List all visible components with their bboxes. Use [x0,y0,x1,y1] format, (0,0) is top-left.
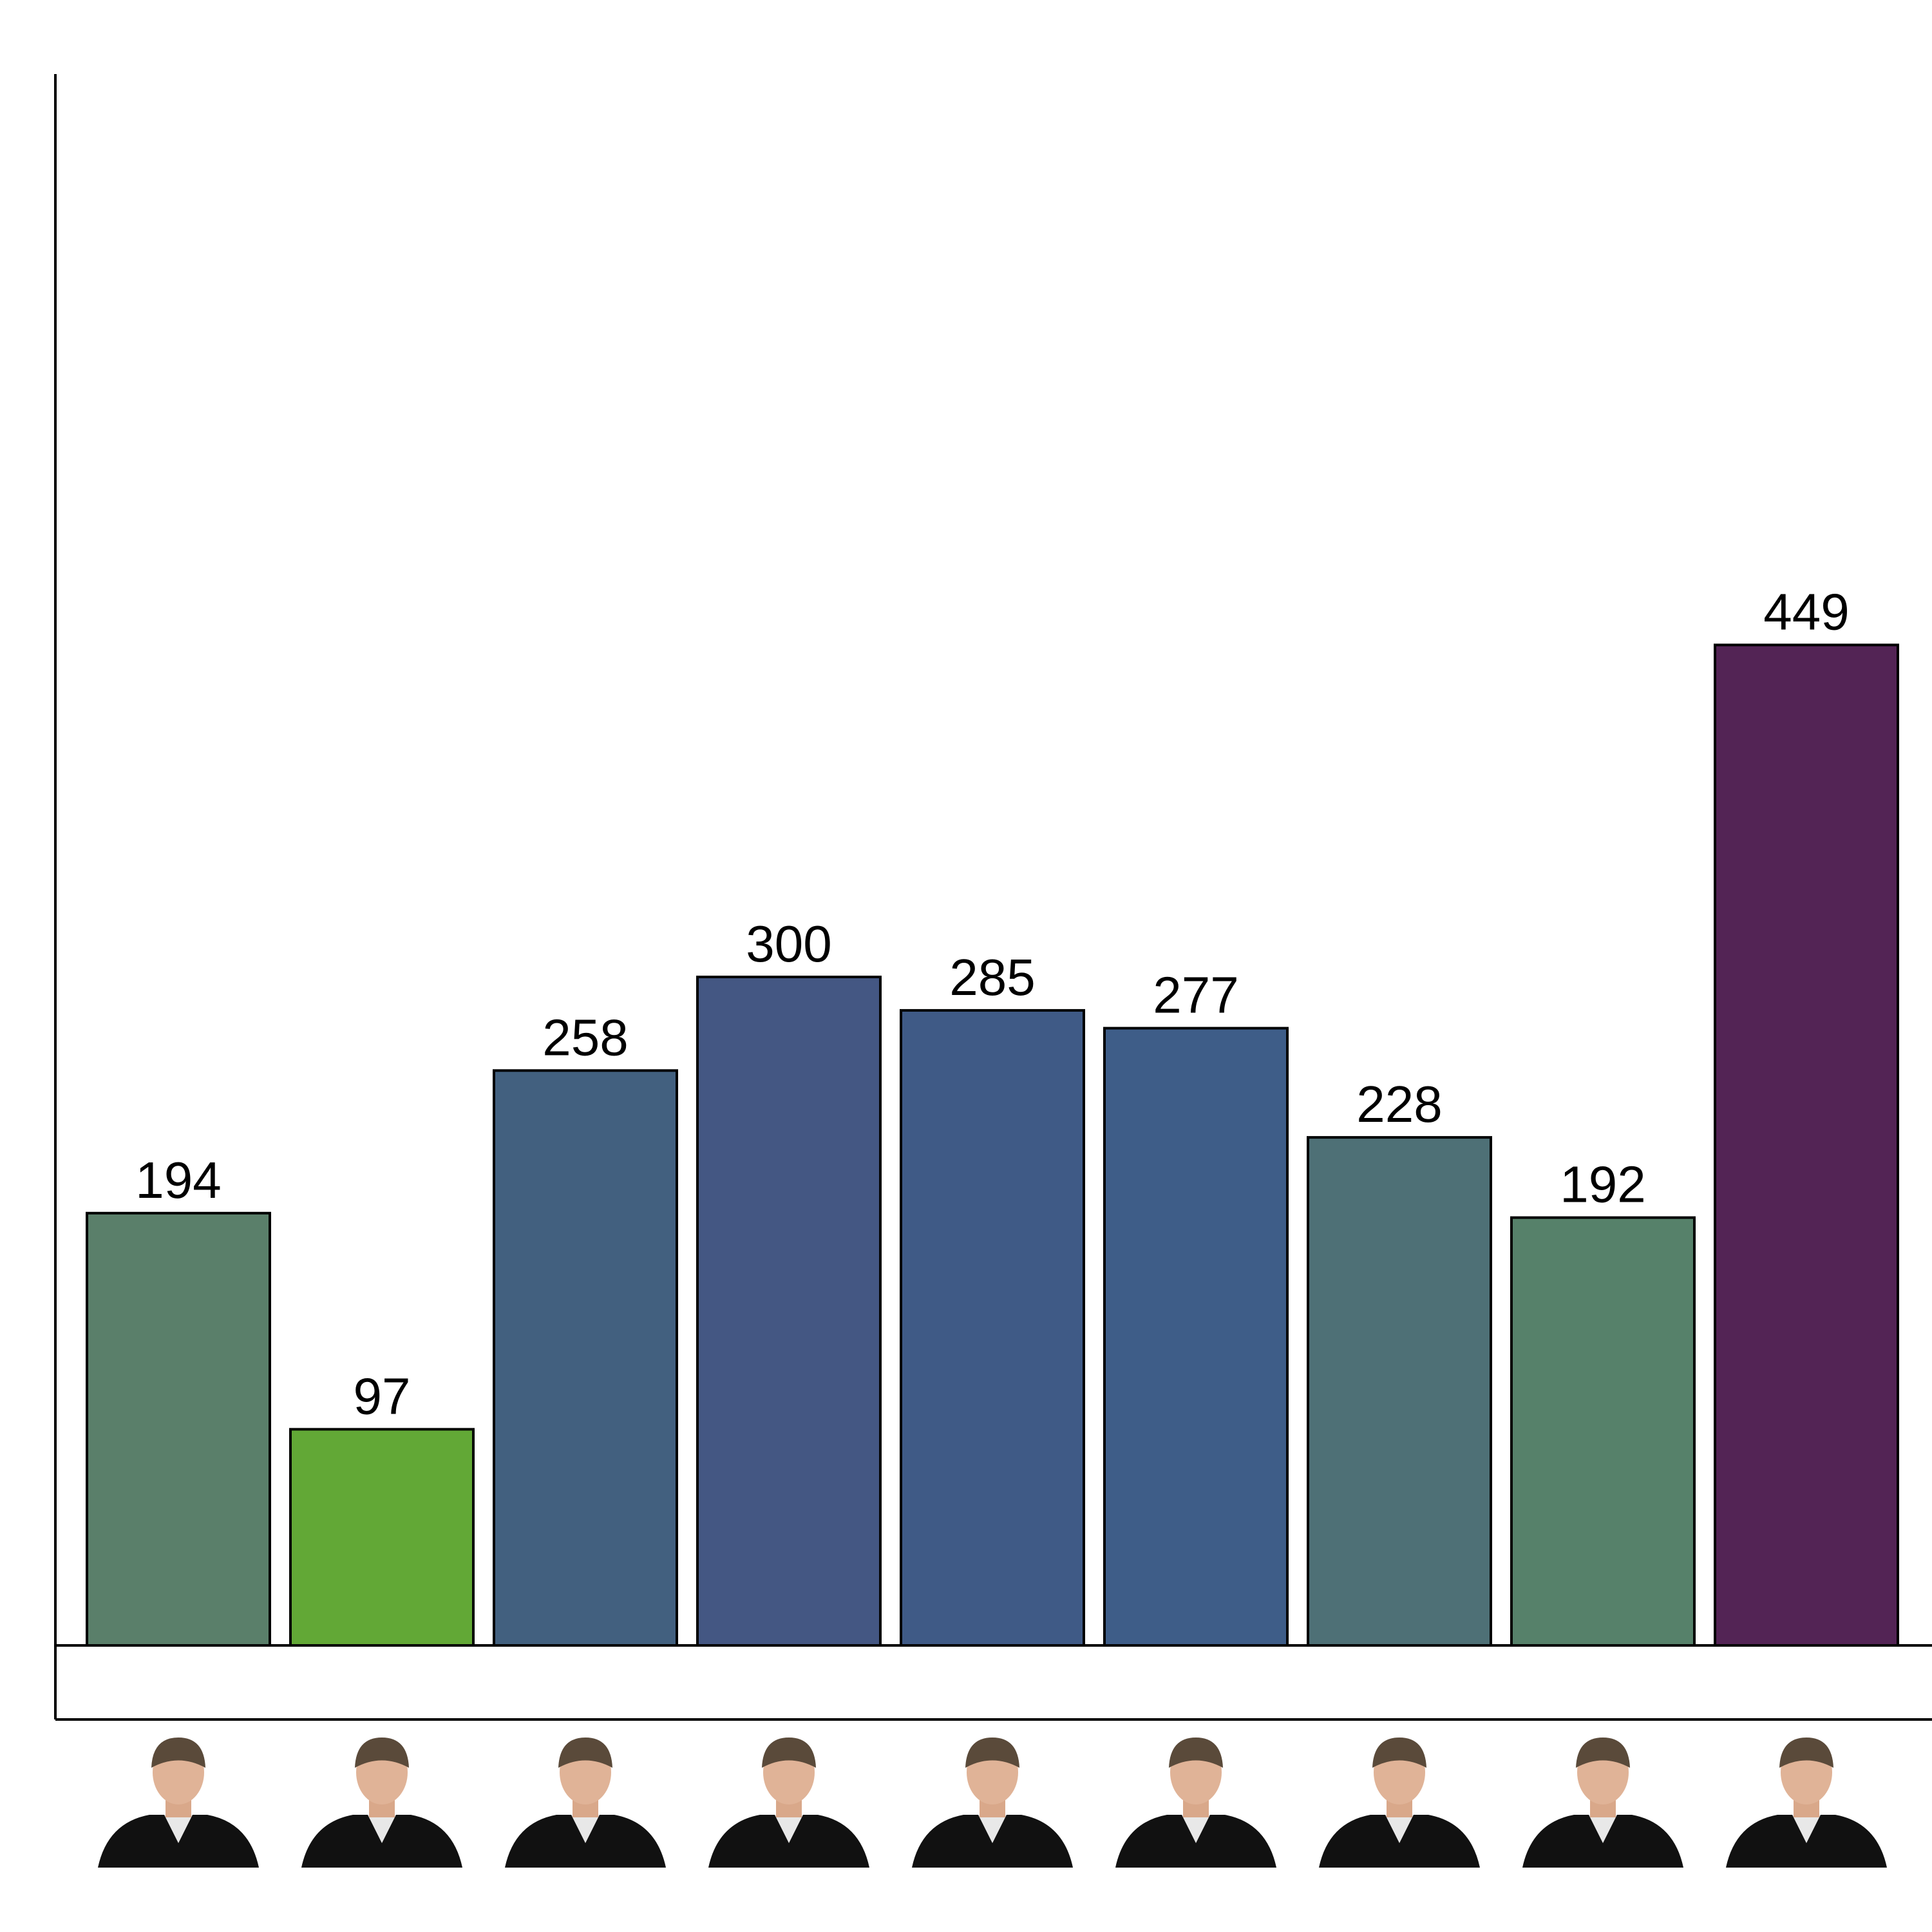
justice-portrait-icon [912,1738,1073,1868]
value-label-1: 97 [354,1367,411,1425]
justice-portrait-icon [505,1738,666,1868]
value-label-0: 194 [135,1151,221,1209]
bars-layer [86,643,1899,1647]
justice-portrait-icon [301,1738,462,1868]
bar-8 [1714,643,1899,1647]
value-label-6: 228 [1356,1075,1442,1133]
value-label-8: 449 [1763,583,1849,640]
bar-6 [1307,1136,1492,1647]
justice-portrait-icon [1319,1738,1480,1868]
justice-portrait-icon [1522,1738,1683,1868]
value-label-5: 277 [1153,967,1238,1024]
justice-portrait-icon [1115,1738,1276,1868]
value-label-4: 285 [949,949,1035,1006]
bar-0 [86,1211,271,1647]
bar-7 [1510,1216,1696,1647]
value-label-2: 258 [542,1009,628,1066]
bar-2 [493,1069,678,1647]
justice-portrait-icon [708,1738,869,1868]
bar-3 [696,976,882,1647]
bar-1 [289,1428,475,1647]
value-label-7: 192 [1560,1156,1645,1213]
value-labels-layer: 194 97 258 300 285 277 228 192 449 [135,583,1849,1425]
portrait-icons-layer [98,1738,1887,1868]
justice-portrait-icon [98,1738,259,1868]
justice-portrait-icon [1726,1738,1887,1868]
bar-5 [1103,1027,1289,1647]
value-label-3: 300 [746,915,831,972]
bar-4 [900,1009,1085,1647]
